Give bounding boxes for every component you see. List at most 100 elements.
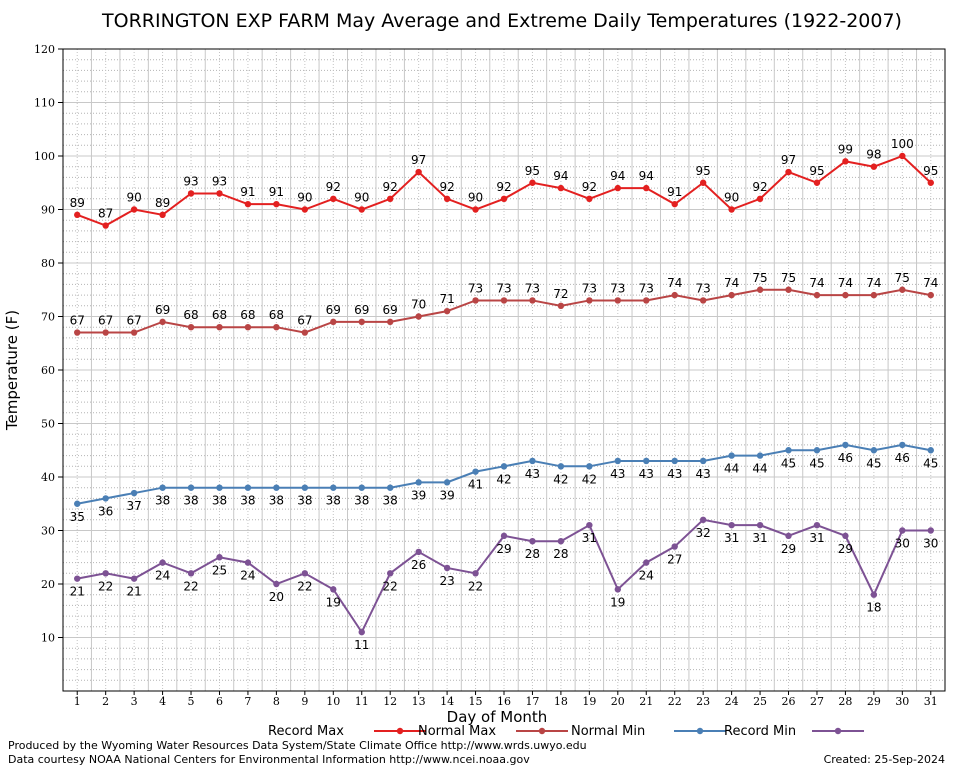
normal-min-point bbox=[330, 484, 337, 491]
footer-data-courtesy: Data courtesy NOAA National Centers for … bbox=[8, 753, 530, 766]
record-max-data-label: 94 bbox=[553, 169, 568, 183]
record-min-data-label: 27 bbox=[667, 553, 682, 567]
x-tick-label: 9 bbox=[301, 695, 308, 708]
record-min-data-label: 22 bbox=[183, 579, 198, 593]
record-max-data-label: 92 bbox=[383, 180, 398, 194]
record-max-data-label: 98 bbox=[866, 148, 881, 162]
record-min-data-label: 28 bbox=[525, 547, 540, 561]
record-min-point bbox=[130, 575, 138, 582]
record-min-point bbox=[529, 538, 536, 545]
legend-label-normal-min: Normal Min bbox=[571, 724, 645, 739]
normal-min-data-label: 41 bbox=[468, 478, 483, 492]
normal-min-data-label: 38 bbox=[354, 494, 369, 508]
record-max-point bbox=[74, 211, 81, 219]
normal-min-data-label: 38 bbox=[155, 494, 170, 508]
normal-max-point bbox=[244, 324, 252, 331]
x-tick-label: 29 bbox=[867, 695, 881, 708]
x-tick-label: 3 bbox=[131, 695, 138, 708]
record-max-data-label: 95 bbox=[809, 164, 824, 178]
chart-title: TORRINGTON EXP FARM May Average and Extr… bbox=[101, 10, 902, 32]
record-max-point bbox=[273, 200, 280, 208]
record-max-data-label: 90 bbox=[354, 191, 369, 205]
normal-max-point bbox=[643, 297, 650, 304]
record-max-data-label: 90 bbox=[297, 191, 312, 205]
normal-min-point bbox=[386, 484, 394, 491]
normal-max-data-label: 73 bbox=[610, 281, 625, 295]
normal-min-point bbox=[472, 468, 479, 475]
normal-max-point bbox=[443, 307, 451, 315]
x-tick-label: 2 bbox=[102, 695, 109, 708]
normal-min-point bbox=[785, 447, 792, 454]
record-max-data-label: 90 bbox=[126, 191, 141, 205]
record-max-point bbox=[415, 168, 422, 176]
normal-max-data-label: 69 bbox=[383, 303, 398, 317]
record-min-point bbox=[244, 559, 252, 566]
x-tick-label: 27 bbox=[810, 695, 824, 708]
record-min-data-label: 24 bbox=[155, 569, 170, 583]
normal-max-point bbox=[102, 329, 109, 336]
normal-max-point bbox=[870, 291, 878, 299]
normal-max-point bbox=[386, 318, 394, 326]
normal-min-point bbox=[187, 484, 195, 491]
record-max-data-label: 97 bbox=[781, 153, 796, 167]
record-min-point bbox=[216, 554, 223, 561]
record-max-point bbox=[102, 222, 109, 229]
normal-min-data-label: 35 bbox=[70, 510, 85, 524]
normal-min-point bbox=[614, 457, 622, 465]
record-min-point bbox=[159, 559, 166, 566]
record-min-point bbox=[187, 570, 195, 577]
record-min-point bbox=[557, 538, 565, 545]
normal-max-point bbox=[813, 291, 821, 299]
record-min-data-label: 23 bbox=[439, 574, 454, 588]
x-tick-label: 14 bbox=[440, 695, 454, 708]
normal-min-data-label: 36 bbox=[98, 504, 113, 518]
normal-max-data-label: 68 bbox=[183, 308, 198, 322]
normal-max-point bbox=[415, 313, 422, 320]
normal-max-data-label: 70 bbox=[411, 298, 426, 312]
normal-max-data-label: 73 bbox=[525, 281, 540, 295]
normal-min-point bbox=[358, 484, 365, 491]
normal-min-point bbox=[102, 495, 109, 502]
normal-min-point bbox=[842, 441, 849, 449]
record-max-point bbox=[671, 200, 678, 208]
record-max-point bbox=[529, 179, 536, 186]
x-tick-label: 18 bbox=[554, 695, 568, 708]
normal-max-point bbox=[529, 297, 536, 304]
record-min-point bbox=[643, 559, 650, 566]
normal-max-data-label: 71 bbox=[439, 292, 454, 306]
y-tick-label: 110 bbox=[34, 97, 55, 110]
normal-min-data-label: 46 bbox=[895, 451, 910, 465]
record-min-data-label: 19 bbox=[326, 595, 341, 609]
record-max-point bbox=[643, 184, 650, 192]
record-max-data-label: 90 bbox=[468, 191, 483, 205]
record-max-point bbox=[187, 190, 195, 197]
record-min-point bbox=[699, 516, 707, 523]
record-min-data-label: 30 bbox=[923, 537, 938, 551]
record-min-point bbox=[614, 586, 622, 593]
y-tick-label: 100 bbox=[34, 150, 55, 163]
record-min-point bbox=[74, 575, 81, 582]
record-max-data-label: 90 bbox=[724, 191, 739, 205]
record-min-point bbox=[102, 570, 109, 577]
normal-min-point bbox=[529, 457, 536, 465]
normal-max-point bbox=[216, 324, 223, 331]
record-max-point bbox=[330, 195, 337, 202]
record-max-point bbox=[842, 158, 849, 165]
normal-min-data-label: 38 bbox=[297, 494, 312, 508]
normal-max-data-label: 67 bbox=[297, 314, 312, 328]
legend-label-record-max: Record Max bbox=[268, 724, 344, 739]
record-min-point bbox=[728, 521, 735, 529]
record-max-point bbox=[927, 179, 934, 186]
normal-min-data-label: 43 bbox=[525, 467, 540, 481]
normal-min-data-label: 42 bbox=[582, 472, 597, 486]
normal-max-point bbox=[842, 291, 849, 299]
normal-max-point bbox=[301, 329, 309, 336]
record-min-point bbox=[386, 570, 394, 577]
record-min-data-label: 31 bbox=[582, 531, 597, 545]
record-max-data-label: 87 bbox=[98, 207, 113, 221]
record-max-data-label: 100 bbox=[891, 137, 914, 151]
normal-min-data-label: 42 bbox=[553, 472, 568, 486]
y-tick-label: 40 bbox=[41, 471, 55, 484]
normal-max-point bbox=[159, 318, 166, 326]
